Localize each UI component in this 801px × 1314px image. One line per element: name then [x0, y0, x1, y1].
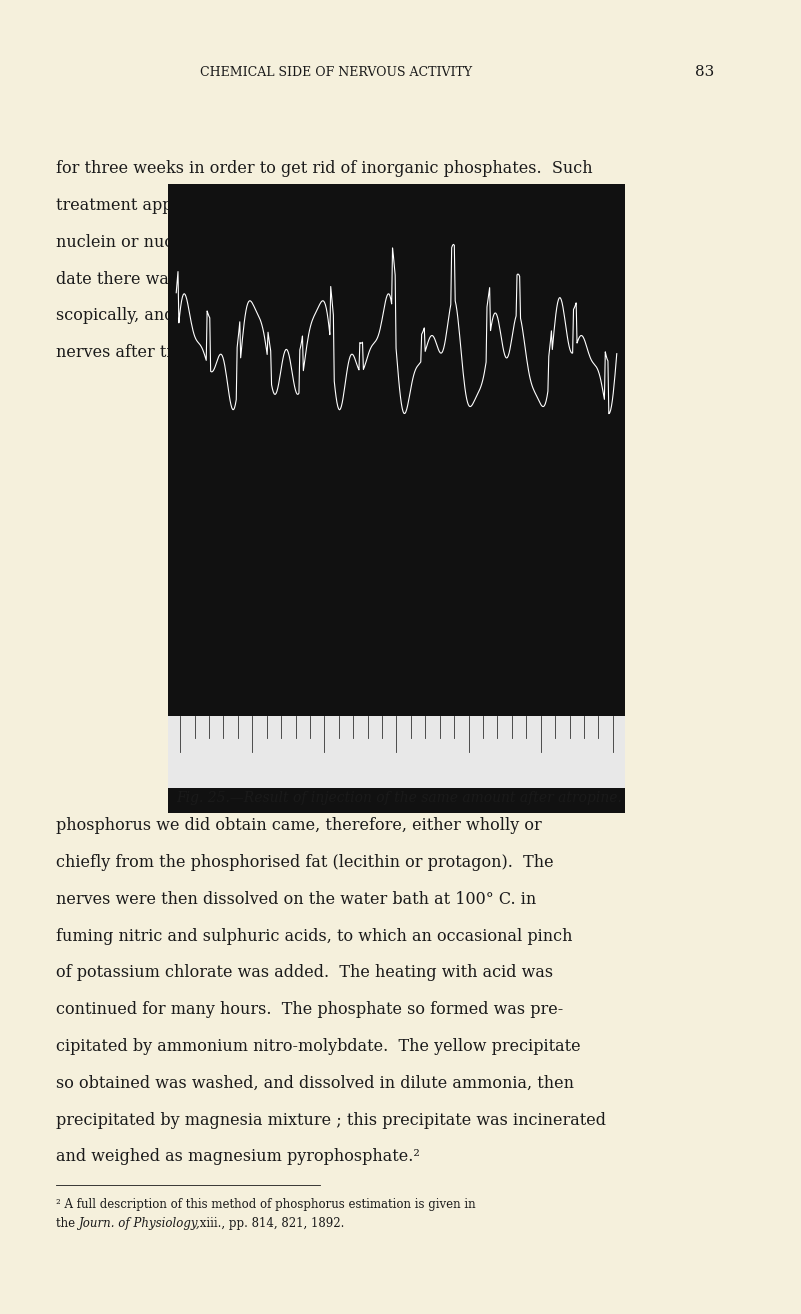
Bar	[168, 716, 625, 788]
Bar	[168, 184, 625, 788]
Text: and weighed as magnesium pyrophosphate.²: and weighed as magnesium pyrophosphate.²	[56, 1148, 420, 1166]
Text: Journ. of Physiology,: Journ. of Physiology,	[78, 1217, 200, 1230]
Text: continued for many hours.  The phosphate so formed was pre-: continued for many hours. The phosphate …	[56, 1001, 563, 1018]
Text: precipitated by magnesia mixture ; this precipitate was incinerated: precipitated by magnesia mixture ; this …	[56, 1112, 606, 1129]
Text: date there was considerable nuclear proliferation seen micro-: date there was considerable nuclear prol…	[56, 271, 562, 288]
Text: scopically, and yet little or no phosphorus was obtained from the: scopically, and yet little or no phospho…	[56, 307, 584, 325]
Text: ² A full description of this method of phosphorus estimation is given in: ² A full description of this method of p…	[56, 1198, 476, 1212]
Text: cipitated by ammonium nitro-molybdate.  The yellow precipitate: cipitated by ammonium nitro-molybdate. T…	[56, 1038, 581, 1055]
Text: nerves after treatment in this way with hydrochloric acid.  The: nerves after treatment in this way with …	[56, 344, 569, 361]
Text: the: the	[56, 1217, 79, 1230]
Text: Fig. 25.—Result of injection of the same amount after atropine.: Fig. 25.—Result of injection of the same…	[176, 791, 622, 805]
Text: so obtained was washed, and dissolved in dilute ammonia, then: so obtained was washed, and dissolved in…	[56, 1075, 574, 1092]
Text: nuclein or nucleo-proteid ; for in many of the nerves of later: nuclein or nucleo-proteid ; for in many …	[56, 234, 547, 251]
Text: of potassium chlorate was added.  The heating with acid was: of potassium chlorate was added. The hea…	[56, 964, 553, 982]
Text: nerves were then dissolved on the water bath at 100° C. in: nerves were then dissolved on the water …	[56, 891, 537, 908]
Text: treatment apparently gets rid of the phosphorus combined as: treatment apparently gets rid of the pho…	[56, 197, 558, 214]
Bar	[168, 788, 625, 812]
Text: for three weeks in order to get rid of inorganic phosphates.  Such: for three weeks in order to get rid of i…	[56, 160, 593, 177]
Text: CHEMICAL SIDE OF NERVOUS ACTIVITY: CHEMICAL SIDE OF NERVOUS ACTIVITY	[200, 66, 473, 79]
Text: xiii., pp. 814, 821, 1892.: xiii., pp. 814, 821, 1892.	[196, 1217, 344, 1230]
Text: fuming nitric and sulphuric acids, to which an occasional pinch: fuming nitric and sulphuric acids, to wh…	[56, 928, 573, 945]
Text: chiefly from the phosphorised fat (lecithin or protagon).  The: chiefly from the phosphorised fat (lecit…	[56, 854, 553, 871]
Text: 83: 83	[695, 66, 714, 79]
Text: phosphorus we did obtain came, therefore, either wholly or: phosphorus we did obtain came, therefore…	[56, 817, 541, 834]
